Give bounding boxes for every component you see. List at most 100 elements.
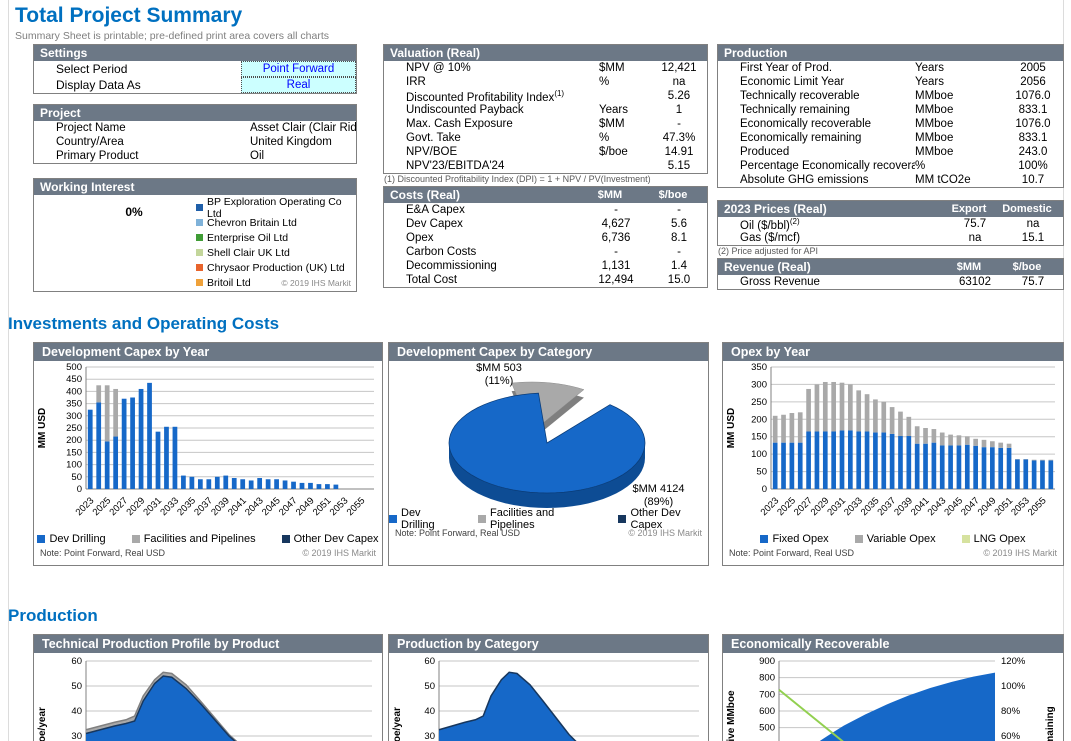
row-value: 5.26 [667,90,691,102]
svg-text:40: 40 [71,706,82,717]
svg-text:50: 50 [424,681,435,692]
settings-row: Select Period Point Forward [34,61,356,77]
costs-row: Total Cost 12,494 15.0 [384,273,707,287]
costs-row: Decommissioning 1,131 1.4 [384,259,707,273]
project-panel: Project Project Name Asset Clair (Clair R… [33,104,357,164]
legend-swatch [196,219,203,226]
legend-swatch [37,535,46,543]
valuation-row: IRR% na [384,75,707,89]
row-value: 1.4 [671,260,687,272]
select-period-cell[interactable]: Point Forward [241,61,356,77]
legend-swatch [196,249,203,256]
row-value: 1,131 [601,260,631,272]
svg-text:900: 900 [759,656,775,667]
row-value: MMboe [915,104,954,116]
row-label: Govt. Take [406,132,461,144]
row-value: 75.7 [1021,276,1045,288]
svg-text:80%: 80% [1001,706,1021,717]
row-label: Gross Revenue [740,276,820,288]
row-value: 12,421 [661,62,697,74]
technical-production-profile-plot: 0102030405060MMboe/year [37,656,372,741]
print-area-left-edge [8,0,9,741]
row-label: Absolute GHG emissions [740,174,869,186]
svg-text:700: 700 [759,689,775,700]
row-label: Project Name [56,122,126,134]
chart-opex-by-year: Opex by Year 0 50 100 150 200 250 300 350 MM USD… [722,342,1064,566]
working-interest-percent: 0% [125,205,143,219]
costs-row: E&A Capex - - [384,203,707,217]
legend-swatch [281,535,290,543]
revenue-row: Gross Revenue 63102 75.7 [718,275,1063,289]
legend-label: Facilities and Pipelines [143,533,256,545]
row-value: 1 [675,104,683,116]
costs-col1-header: $MM [597,189,623,201]
row-label: Gas ($/mcf) [740,232,801,244]
setting-label: Display Data As [56,78,141,92]
legend-item: Other Dev Capex [281,533,379,545]
legend-item: Fixed Opex [760,533,829,545]
legend-item: Facilities and Pipelines [131,533,256,545]
svg-text:450: 450 [66,374,82,385]
row-value: $/boe [599,146,628,158]
row-value: 4,627 [601,218,631,230]
svg-text:150: 150 [66,447,82,458]
row-label: NPV @ 10% [406,62,471,74]
valuation-row: NPV'23/EBITDA'24 5.15 [384,159,707,173]
legend-label: Variable Opex [866,533,936,545]
legend-item: Britoil Ltd [196,275,356,290]
valuation-row: Undiscounted Payback Years 1 [384,103,707,117]
svg-text:200: 200 [751,414,767,425]
row-label: Discounted Profitability Index(1) [406,89,565,104]
row-value: 6,736 [601,232,631,244]
production-row: Economic Limit Year Years 2056 [718,75,1063,89]
row-value: 15.1 [1021,232,1045,244]
copyright-text: © 2019 IHS Markit [302,548,376,558]
row-value: Oil [250,150,265,162]
row-label: Dev Capex [406,218,463,230]
row-label: Economically remaining [740,132,862,144]
row-value: 5.6 [671,218,687,230]
row-value: 243.0 [1018,146,1048,158]
row-value: 14.91 [664,146,694,158]
row-value: - [614,204,618,216]
legend-item: Chevron Britain Ltd [196,215,356,230]
chart-production-by-category: Production by Category 0102030405060MMbo… [388,634,709,741]
row-value: - [614,246,618,258]
production-row: Economically remaining MMboe 833.1 [718,131,1063,145]
row-value: MM tCO2e [915,174,971,186]
production-by-category-plot: 0102030405060MMboe/year [392,656,699,741]
row-label: Country/Area [56,136,124,148]
legend-swatch [618,515,627,523]
row-value: 833.1 [1018,132,1048,144]
costs-panel: Costs (Real) $MM $/boe E&A Capex - - Dev Ca… [383,186,708,288]
row-label: Economic Limit Year [740,76,845,88]
svg-text:100: 100 [66,460,82,471]
svg-text:MMboe/year: MMboe/year [392,707,403,741]
svg-text:150: 150 [751,432,767,443]
display-data-as-cell[interactable]: Real [241,77,356,93]
row-value: 63102 [959,276,991,288]
page-subtitle: Summary Sheet is printable; pre-defined … [15,30,329,42]
row-label: Total Cost [406,274,458,286]
copyright-text: © 2019 IHS Markit [281,278,351,288]
legend-item: Variable Opex [854,533,936,545]
row-label: Decommissioning [406,260,497,272]
svg-text:Cumulative MMboe: Cumulative MMboe [726,690,737,741]
pie-label-value: $MM 503 [476,362,522,374]
legend-label: BP Exploration Operating Co Ltd [207,195,342,220]
working-interest-panel: Working Interest 0% BP Exploration Opera… [33,178,357,292]
svg-text:200: 200 [66,435,82,446]
row-value: Years [915,76,944,88]
prices-col2-header: Domestic [1002,203,1052,215]
valuation-footnote: (1) Discounted Profitability Index (DPI)… [384,174,651,184]
legend-swatch [478,515,487,523]
legend-label: Other Dev Capex [630,507,681,531]
row-label: First Year of Prod. [740,62,833,74]
row-value: - [677,204,681,216]
row-value: % [599,76,610,88]
row-value: United Kingdom [250,136,332,148]
row-value: MMboe [915,118,954,130]
svg-text:60%: 60% [1001,731,1021,741]
row-value: 8.1 [671,232,687,244]
